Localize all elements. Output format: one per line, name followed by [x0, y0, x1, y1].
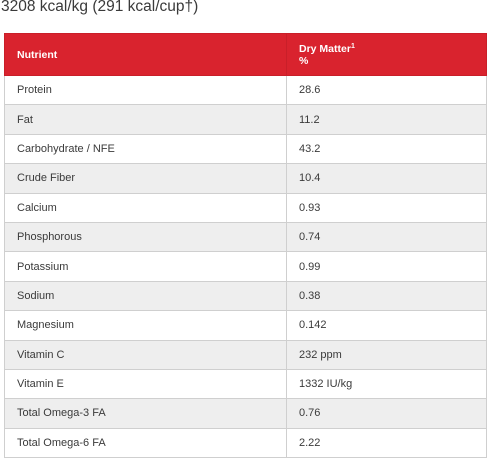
table-row: Crude Fiber 10.4 — [4, 163, 487, 194]
dry-matter-unit: % — [299, 54, 309, 67]
calorie-heading: 3208 kcal/kg (291 kcal/cup†) — [1, 0, 199, 15]
table-row: Fat 11.2 — [4, 104, 487, 135]
nutrient-name-cell: Vitamin C — [4, 339, 287, 370]
table-row: Calcium 0.93 — [4, 192, 487, 223]
dry-matter-value-cell: 28.6 — [286, 74, 487, 106]
dry-matter-value-cell: 1332 IU/kg — [286, 368, 487, 400]
table-row: Sodium 0.38 — [4, 280, 487, 312]
dry-matter-value-cell: 0.93 — [286, 192, 487, 223]
dry-matter-value-cell: 11.2 — [286, 104, 487, 135]
table-row: Vitamin E 1332 IU/kg — [4, 368, 487, 400]
dry-matter-value-cell: 0.142 — [286, 310, 487, 341]
table-header-row: Nutrient Dry Matter1% — [4, 33, 487, 76]
nutrient-name-cell: Fat — [4, 104, 287, 135]
table-row: Magnesium 0.142 — [4, 310, 487, 341]
dry-matter-value-cell: 0.38 — [286, 280, 487, 312]
nutrient-name-cell: Total Omega-3 FA — [4, 398, 287, 429]
dry-matter-value-cell: 2.22 — [286, 427, 487, 458]
dry-matter-value-cell: 43.2 — [286, 133, 487, 165]
nutrient-name-cell: Vitamin E — [4, 368, 287, 400]
dry-matter-value-cell: 10.4 — [286, 163, 487, 194]
nutrient-name-cell: Total Omega-6 FA — [4, 427, 287, 458]
column-header-dry-matter: Dry Matter1% — [286, 33, 487, 76]
footnote-marker: 1 — [350, 42, 355, 50]
dry-matter-value-cell: 0.76 — [286, 398, 487, 429]
column-header-nutrient: Nutrient — [4, 33, 287, 76]
nutrient-name-cell: Carbohydrate / NFE — [4, 133, 287, 165]
dry-matter-value-cell: 0.74 — [286, 221, 487, 253]
table-body: Protein 28.6 Fat 11.2 Carbohydrate / NFE 43… — [4, 74, 487, 458]
dry-matter-value-cell: 0.99 — [286, 251, 487, 282]
dry-matter-value-cell: 232 ppm — [286, 339, 487, 370]
nutrient-name-cell: Crude Fiber — [4, 163, 287, 194]
nutrient-name-cell: Potassium — [4, 251, 287, 282]
nutrient-name-cell: Phosphorous — [4, 221, 287, 253]
table-row: Total Omega-3 FA 0.76 — [4, 398, 487, 429]
table-row: Carbohydrate / NFE 43.2 — [4, 133, 487, 165]
nutrient-name-cell: Magnesium — [4, 310, 287, 341]
nutrient-name-cell: Protein — [4, 74, 287, 106]
table-row: Phosphorous 0.74 — [4, 221, 487, 253]
table-row: Total Omega-6 FA 2.22 — [4, 427, 487, 458]
nutrient-name-cell: Sodium — [4, 280, 287, 312]
dry-matter-label: Dry Matter — [299, 42, 351, 55]
nutrient-table: Nutrient Dry Matter1% Protein 28.6 Fat 11.… — [4, 33, 487, 458]
table-row: Potassium 0.99 — [4, 251, 487, 282]
nutrient-name-cell: Calcium — [4, 192, 287, 223]
table-row: Protein 28.6 — [4, 74, 487, 106]
table-row: Vitamin C 232 ppm — [4, 339, 487, 370]
